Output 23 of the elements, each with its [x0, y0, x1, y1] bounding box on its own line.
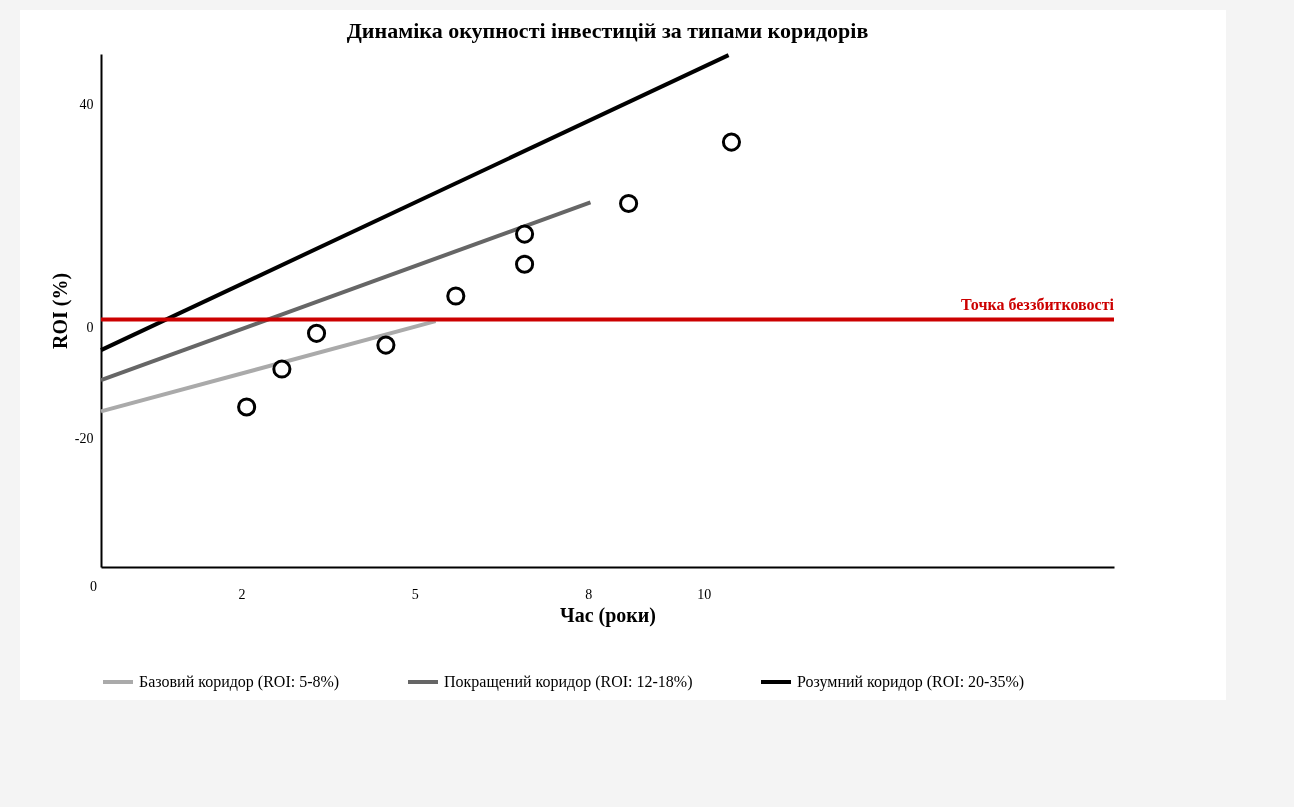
x-tick-label: 8 [585, 586, 593, 602]
y-tick-label: 40 [79, 96, 94, 112]
y-axis-title: ROI (%) [48, 272, 72, 350]
chart-title: Динаміка окупності інвестицій за типами коридорів [346, 18, 869, 44]
point [619, 193, 639, 213]
point [306, 323, 327, 343]
ref-line-label: Точка беззбитковості [960, 296, 1115, 314]
point [515, 224, 535, 244]
point [446, 286, 466, 306]
x-axis-title: Час (роки) [559, 603, 657, 627]
legend-label: Базовий коридор (ROI: 5-8%) [139, 673, 340, 691]
legend-label: Розумний коридор (ROI: 20-35%) [797, 673, 1025, 691]
y-tick-label: 0 [86, 319, 94, 335]
y-tick-label: -20 [74, 431, 94, 447]
point [272, 359, 292, 379]
point [721, 132, 742, 152]
point [237, 397, 257, 417]
point [515, 254, 535, 274]
x-tick-label: 2 [238, 586, 246, 602]
legend-label: Покращений коридор (ROI: 12-18%) [444, 673, 693, 691]
point [376, 335, 396, 355]
x-tick-label: 10 [697, 586, 712, 602]
x-tick-label: 5 [411, 586, 419, 602]
